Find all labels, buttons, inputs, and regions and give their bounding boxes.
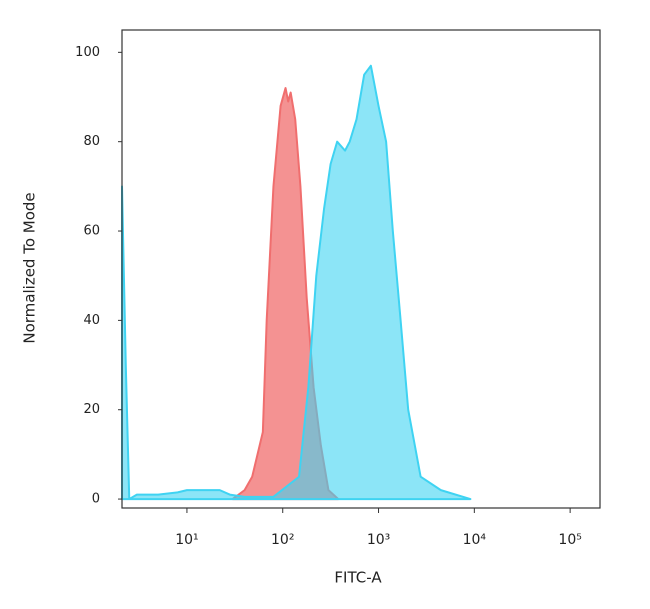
y-tick-label: 100: [75, 45, 100, 60]
y-tick-label: 0: [92, 492, 100, 507]
x-tick-label: 10⁵: [558, 532, 581, 548]
y-tick-label: 40: [83, 313, 100, 328]
x-tick-label: 10⁴: [463, 532, 487, 548]
y-tick-label: 20: [83, 402, 100, 417]
x-axis-label: FITC-A: [334, 569, 382, 587]
x-tick-label: 10²: [271, 532, 294, 548]
histogram-area: [121, 64, 472, 501]
y-tick-label: 80: [83, 134, 100, 149]
y-axis-label: Normalized To Mode: [21, 192, 39, 343]
x-tick-label: 10¹: [175, 532, 198, 548]
y-tick-label: 60: [83, 224, 100, 239]
x-tick-label: 10³: [367, 532, 390, 548]
plot-frame: [121, 29, 601, 509]
